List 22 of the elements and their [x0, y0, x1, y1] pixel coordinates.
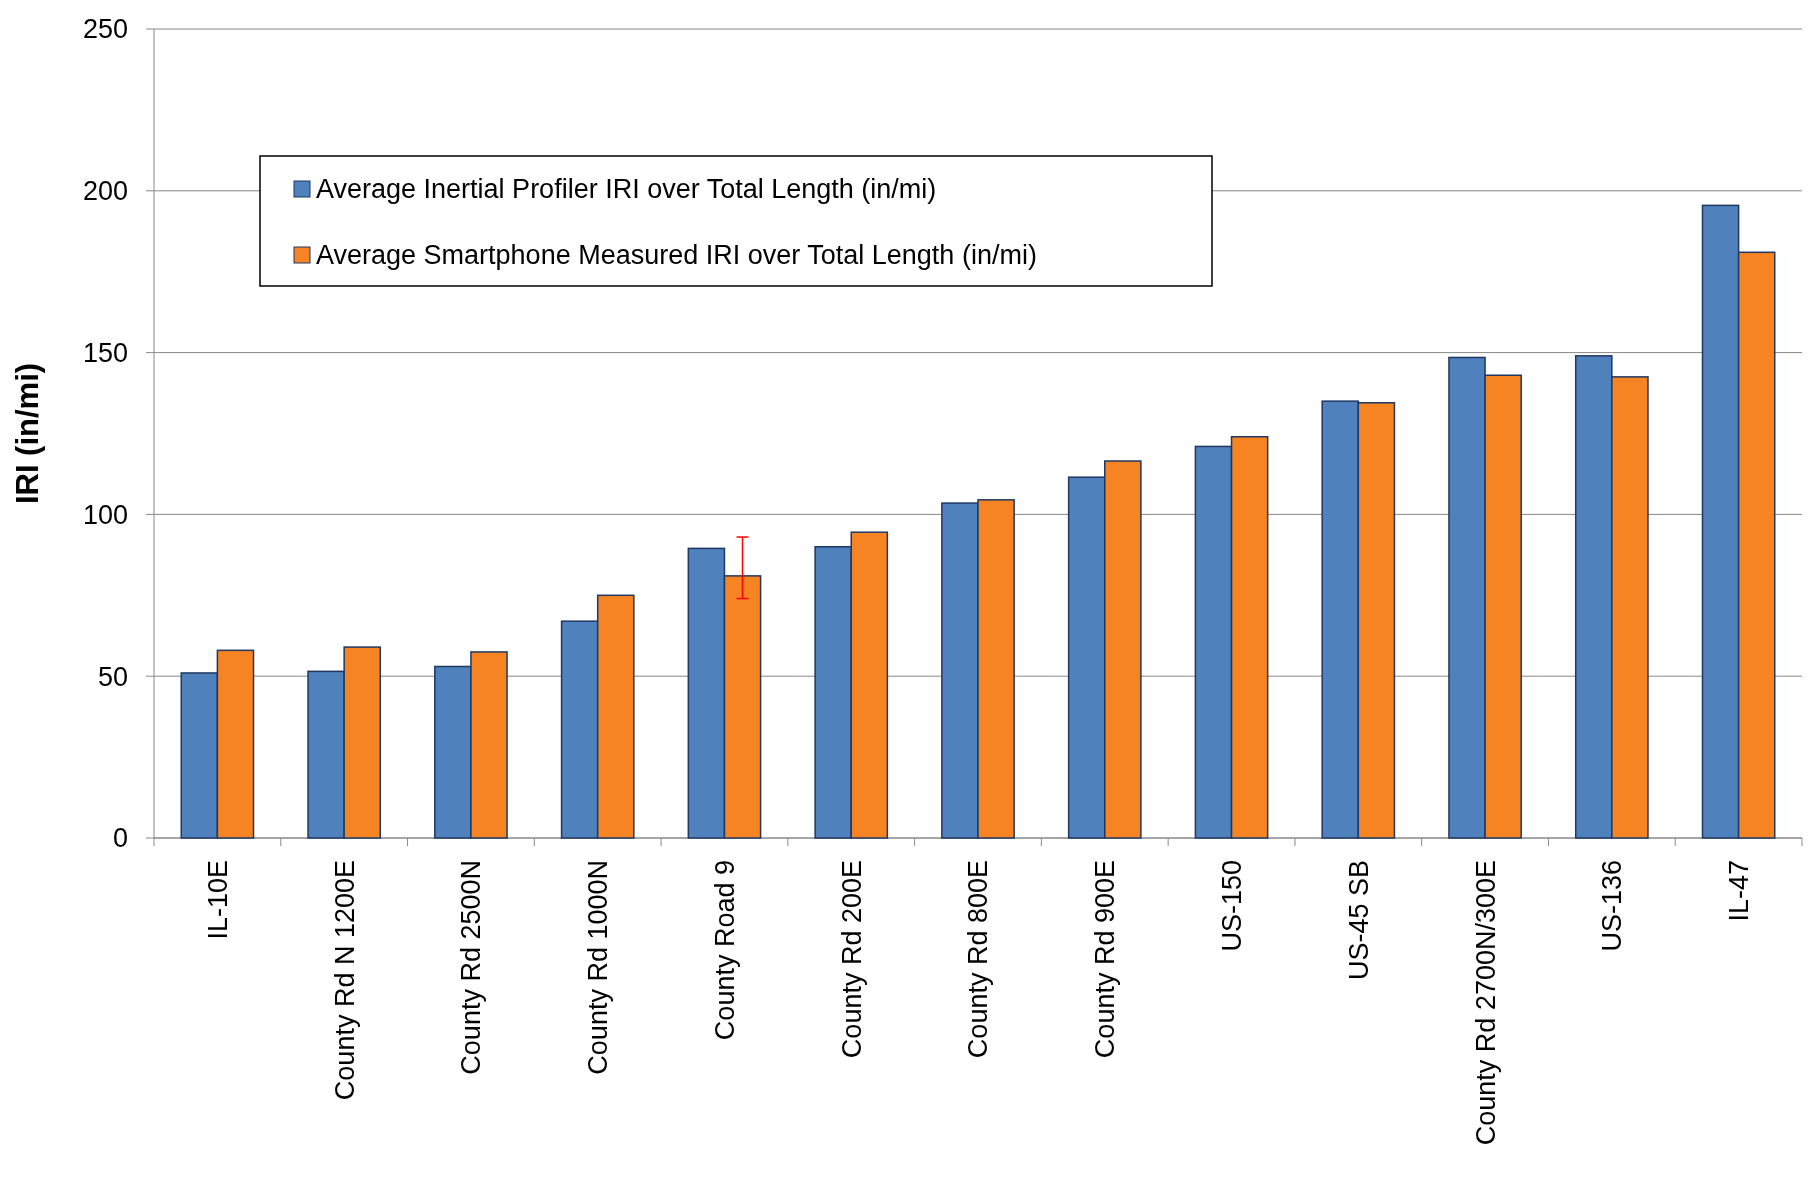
x-tick-label: County Rd 2500N [456, 860, 487, 1075]
y-axis-title: IRI (in/mi) [10, 362, 45, 505]
x-tick-label: County Road 9 [709, 860, 740, 1041]
x-tick-label: County Rd 900E [1090, 860, 1121, 1059]
x-tick-label: US-150 [1216, 860, 1247, 952]
x-tick-label: County Rd N 1200E [329, 860, 360, 1101]
legend-label: Average Smartphone Measured IRI over Total Length (in/mi) [316, 240, 1037, 271]
y-tick-label: 50 [97, 661, 128, 692]
y-tick-label: 250 [82, 14, 128, 45]
y-tick-label: 100 [82, 499, 128, 530]
x-tick-label: US-45 SB [1343, 860, 1374, 981]
x-tick-label: County Rd 800E [963, 860, 994, 1059]
x-tick-label: IL-47 [1724, 860, 1755, 922]
x-tick-label: US-136 [1597, 860, 1628, 952]
y-tick-label: 200 [82, 176, 128, 207]
y-tick-label: 150 [82, 338, 128, 369]
x-tick-label: County Rd 2700N/300E [1470, 860, 1501, 1146]
x-tick-label: IL-10E [202, 860, 233, 940]
x-tick-label: County Rd 1000N [583, 860, 614, 1075]
y-tick-label: 0 [112, 823, 128, 854]
x-tick-label: County Rd 200E [836, 860, 867, 1059]
legend-label: Average Inertial Profiler IRI over Total Length (in/mi) [316, 174, 937, 205]
